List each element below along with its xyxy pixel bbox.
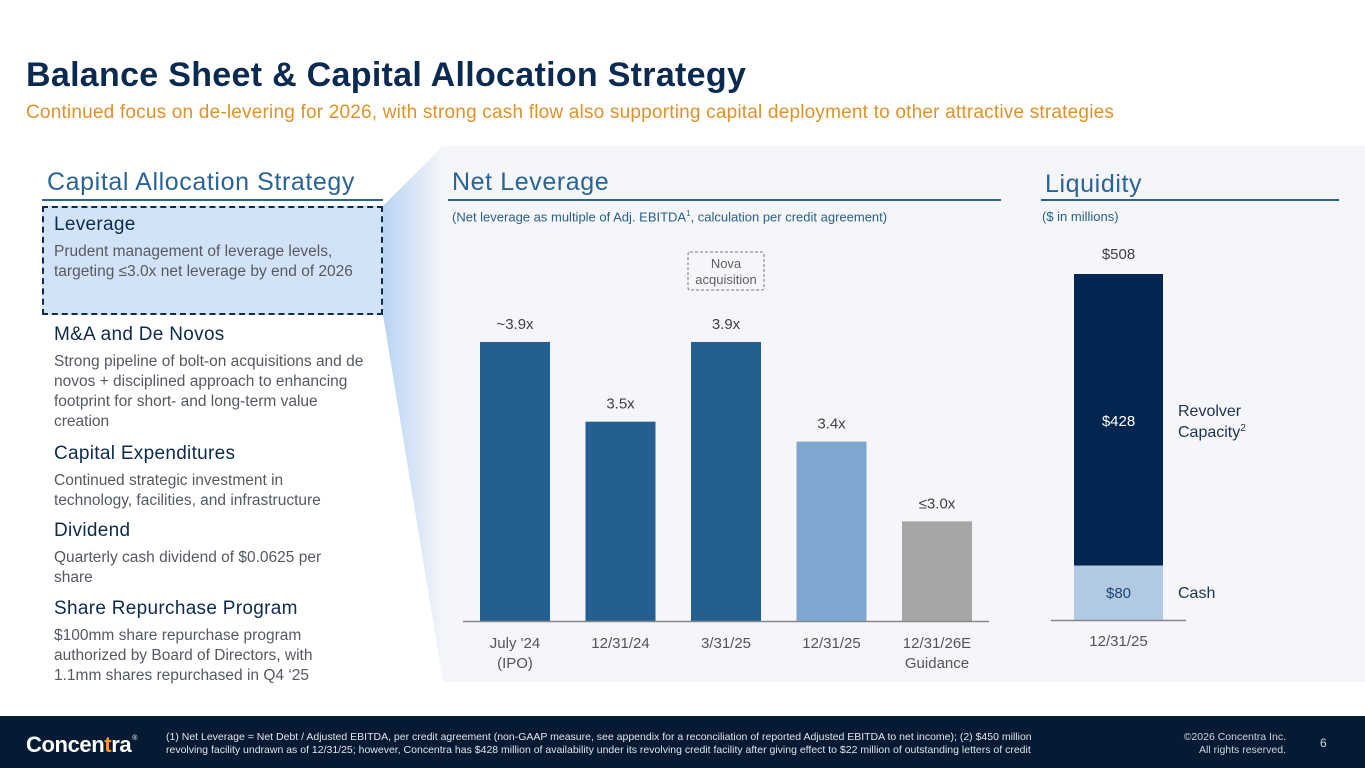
liquidity-bar-segment <box>1074 274 1163 566</box>
series-label-revolver: Capacity2 <box>1178 423 1246 441</box>
strategy-heading: Capital Allocation Strategy <box>47 168 356 196</box>
leverage-bar <box>480 341 550 621</box>
x-tick-label: 12/31/24 <box>591 635 649 652</box>
strategy-item-title: Share Repurchase Program <box>54 598 298 619</box>
x-tick-label: 12/31/25 <box>1089 633 1147 650</box>
x-tick-label: July '24 <box>490 635 540 652</box>
liquidity-note: ($ in millions) <box>1042 209 1119 224</box>
copyright: ©2026 Concentra Inc. All rights reserved… <box>1150 731 1286 757</box>
strategy-item-dividend: Dividend Quarterly cash dividend of $0.0… <box>54 520 364 588</box>
footnote-line: (1) Net Leverage = Net Debt / Adjusted E… <box>166 731 1032 743</box>
annotation-box <box>687 251 765 291</box>
series-label-revolver: Revolver <box>1178 403 1242 420</box>
strategy-heading-rule <box>42 199 383 201</box>
net-leverage-note: (Net leverage as multiple of Adj. EBITDA… <box>452 209 887 224</box>
strategy-item-capex: Capital Expenditures Continued strategic… <box>54 443 364 511</box>
total-data-label: $508 <box>1102 246 1135 263</box>
strategy-item-title: Dividend <box>54 520 131 541</box>
liquidity-bar-segment <box>1074 565 1163 620</box>
x-tick-label: 12/31/26E <box>903 635 971 652</box>
strategy-item-body: Prudent management of leverage levels, t… <box>54 243 353 280</box>
strategy-item-title: Leverage <box>54 214 136 235</box>
bar-data-label: 3.5x <box>606 396 635 413</box>
series-label-cash: Cash <box>1178 585 1215 602</box>
note-text: (Net leverage as multiple of Adj. EBITDA <box>452 209 687 225</box>
leverage-bar <box>796 441 867 621</box>
strategy-item-ma: M&A and De Novos Strong pipeline of bolt… <box>54 324 364 432</box>
page-number: 6 <box>1320 736 1327 750</box>
concentra-logo: Concentra® <box>26 732 137 758</box>
net-leverage-heading: Net Leverage <box>452 168 610 196</box>
annotation-text: Nova <box>711 256 742 271</box>
leverage-bar <box>902 521 972 621</box>
liquidity-heading: Liquidity <box>1045 170 1143 198</box>
strategy-item-share-repurchase: Share Repurchase Program $100mm share re… <box>54 598 364 686</box>
bar-data-label: ≤3.0x <box>919 495 956 512</box>
strategy-item-body: Strong pipeline of bolt-on acquisitions … <box>54 353 364 430</box>
x-tick-label: 3/31/25 <box>701 635 751 652</box>
footnote-line: revolving facility undrawn as of 12/31/2… <box>166 744 1031 756</box>
annotation-text: acquisition <box>695 272 756 287</box>
strategy-item-title: M&A and De Novos <box>54 324 225 345</box>
strategy-item-body: Quarterly cash dividend of $0.0625 per s… <box>54 549 322 586</box>
x-tick-label: 12/31/25 <box>802 635 860 652</box>
strategy-item-body: Continued strategic investment in techno… <box>54 472 321 509</box>
page-subtitle: Continued focus on de-levering for 2026,… <box>26 102 1115 123</box>
leverage-bar <box>691 341 761 621</box>
note-text: , calculation per credit agreement) <box>690 209 888 225</box>
strategy-item-title: Capital Expenditures <box>54 443 236 464</box>
registered-mark: ® <box>132 735 137 742</box>
leverage-highlight-box <box>42 206 383 315</box>
leverage-bar <box>585 421 656 621</box>
logo-text: Concen <box>26 732 105 757</box>
logo-text: ra <box>111 732 132 757</box>
footnotes: (1) Net Leverage = Net Debt / Adjusted E… <box>166 731 1126 757</box>
copyright-line: All rights reserved. <box>1199 744 1286 756</box>
bar-data-label: 3.4x <box>817 416 846 433</box>
bar-data-label: 3.9x <box>712 316 741 333</box>
footnote-ref: 1 <box>686 209 691 218</box>
strategy-item-body: $100mm share repurchase program authoriz… <box>54 627 313 684</box>
strategy-item-leverage: Leverage Prudent management of leverage … <box>54 214 364 282</box>
page-title: Balance Sheet & Capital Allocation Strat… <box>26 56 747 94</box>
copyright-line: ©2026 Concentra Inc. <box>1183 731 1286 743</box>
footnote-ref: 2 <box>1240 423 1246 434</box>
footer: Concentra® (1) Net Leverage = Net Debt /… <box>0 716 1365 768</box>
x-tick-label: Guidance <box>905 655 969 672</box>
segment-data-label: $428 <box>1102 413 1135 430</box>
net-leverage-heading-rule <box>448 199 1001 201</box>
x-tick-label: (IPO) <box>497 655 533 672</box>
bar-data-label: ~3.9x <box>496 316 534 333</box>
segment-data-label: $80 <box>1106 585 1131 602</box>
logo-cross-icon: t <box>104 732 112 757</box>
liquidity-heading-rule <box>1041 199 1339 201</box>
